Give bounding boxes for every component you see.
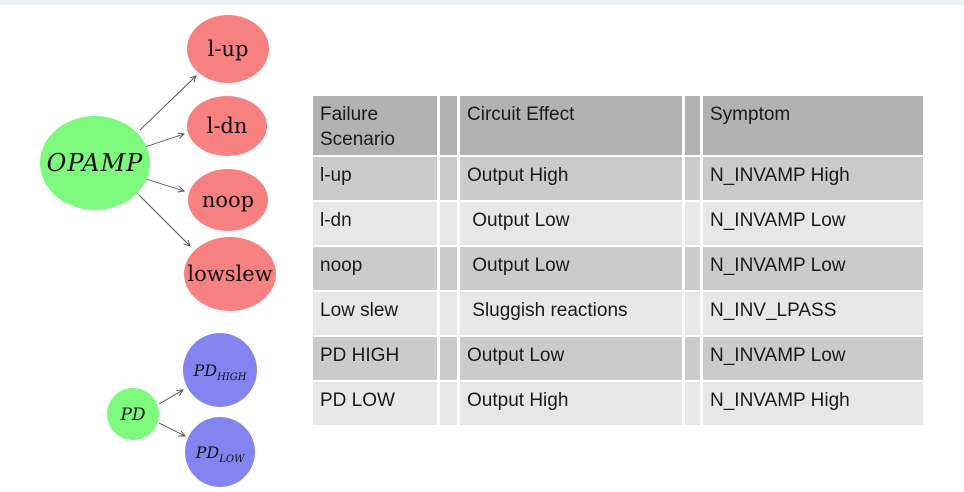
ldn-ellipse — [187, 96, 267, 156]
cell-symptom: N_INVAMP Low — [703, 247, 923, 290]
header-failure-scenario: Failure Scenario — [313, 96, 437, 155]
cell-circuit-effect: Output Low — [460, 337, 682, 380]
failure-node-lup: l-up — [187, 15, 269, 83]
cell-symptom: N_INVAMP High — [703, 157, 923, 200]
cell-spacer — [440, 292, 457, 335]
cell-circuit-effect: Output Low — [460, 202, 682, 245]
edge-opamp-lowslew — [138, 194, 190, 246]
cell-symptom: N_INV_LPASS — [703, 292, 923, 335]
edge-opamp-ldn — [144, 134, 184, 148]
cell-failure-scenario: PD LOW — [313, 382, 437, 425]
opamp-edges — [138, 76, 196, 246]
header-circuit-effect: Circuit Effect — [460, 96, 682, 155]
edge-opamp-noop — [145, 178, 184, 191]
table-row: Low slew Sluggish reactions N_INV_LPASS — [313, 292, 923, 335]
cell-circuit-effect: Output High — [460, 157, 682, 200]
ldn-node-label: l-dn — [207, 114, 248, 138]
cell-failure-scenario: l-dn — [313, 202, 437, 245]
failure-node-lowslew: lowslew — [184, 237, 276, 311]
header-symptom: Symptom — [703, 96, 923, 155]
failure-node-noop: noop — [188, 169, 268, 231]
table-header-row: Failure Scenario Circuit Effect Symptom — [313, 96, 923, 155]
cell-failure-scenario: l-up — [313, 157, 437, 200]
pd-high-base-text: PD — [193, 361, 218, 380]
noop-node-label: noop — [202, 188, 254, 212]
table-row: PD LOW Output High N_INVAMP High — [313, 382, 923, 425]
lup-node-label: l-up — [208, 37, 249, 61]
noop-ellipse — [188, 169, 268, 231]
fault-tree-diagram: OPAMP l-up l-dn noop lowslew PD PDHIGH P… — [40, 15, 276, 487]
cell-spacer — [440, 337, 457, 380]
cell-circuit-effect: Output High — [460, 382, 682, 425]
lowslew-node-label: lowslew — [187, 262, 272, 286]
cell-circuit-effect: Output Low — [460, 247, 682, 290]
failure-scenario-table: Failure Scenario Circuit Effect Symptom … — [310, 94, 926, 427]
pd-node: PD — [107, 388, 159, 440]
header-spacer-2 — [685, 96, 700, 155]
pd-ellipse — [107, 388, 159, 440]
pd-high-node: PDHIGH — [183, 333, 257, 407]
cell-spacer — [440, 157, 457, 200]
cell-spacer — [685, 337, 700, 380]
pd-low-node-label: PDLOW — [195, 443, 245, 465]
cell-symptom: N_INVAMP Low — [703, 337, 923, 380]
lowslew-ellipse — [184, 237, 276, 311]
cell-spacer — [685, 202, 700, 245]
top-strip — [0, 0, 964, 5]
cell-failure-scenario: Low slew — [313, 292, 437, 335]
pd-low-ellipse — [185, 417, 255, 487]
edge-pd-high — [158, 390, 183, 405]
failure-node-ldn: l-dn — [187, 96, 267, 156]
pd-high-ellipse — [183, 333, 257, 407]
table-row: l-up Output High N_INVAMP High — [313, 157, 923, 200]
cell-circuit-effect: Sluggish reactions — [460, 292, 682, 335]
cell-failure-scenario: PD HIGH — [313, 337, 437, 380]
opamp-node-label: OPAMP — [47, 149, 144, 177]
pd-high-subscript: HIGH — [216, 372, 247, 383]
cell-spacer — [685, 382, 700, 425]
pd-node-label: PD — [119, 405, 145, 425]
header-spacer-1 — [440, 96, 457, 155]
cell-spacer — [685, 157, 700, 200]
cell-symptom: N_INVAMP High — [703, 382, 923, 425]
edge-opamp-lup — [139, 76, 196, 131]
pd-high-node-label: PDHIGH — [193, 361, 247, 383]
pd-low-subscript: LOW — [218, 454, 245, 465]
cell-symptom: N_INVAMP Low — [703, 202, 923, 245]
cell-spacer — [440, 202, 457, 245]
table-row: l-dn Output Low N_INVAMP Low — [313, 202, 923, 245]
lup-ellipse — [187, 15, 269, 83]
pd-edges — [158, 390, 185, 436]
cell-failure-scenario: noop — [313, 247, 437, 290]
pd-low-base-text: PD — [195, 443, 220, 462]
cell-spacer — [685, 292, 700, 335]
cell-spacer — [685, 247, 700, 290]
edge-pd-low — [158, 422, 185, 436]
pd-low-node: PDLOW — [185, 417, 255, 487]
cell-spacer — [440, 247, 457, 290]
table-row: PD HIGH Output Low N_INVAMP Low — [313, 337, 923, 380]
table-row: noop Output Low N_INVAMP Low — [313, 247, 923, 290]
opamp-node: OPAMP — [40, 116, 150, 210]
cell-spacer — [440, 382, 457, 425]
opamp-ellipse — [40, 116, 150, 210]
